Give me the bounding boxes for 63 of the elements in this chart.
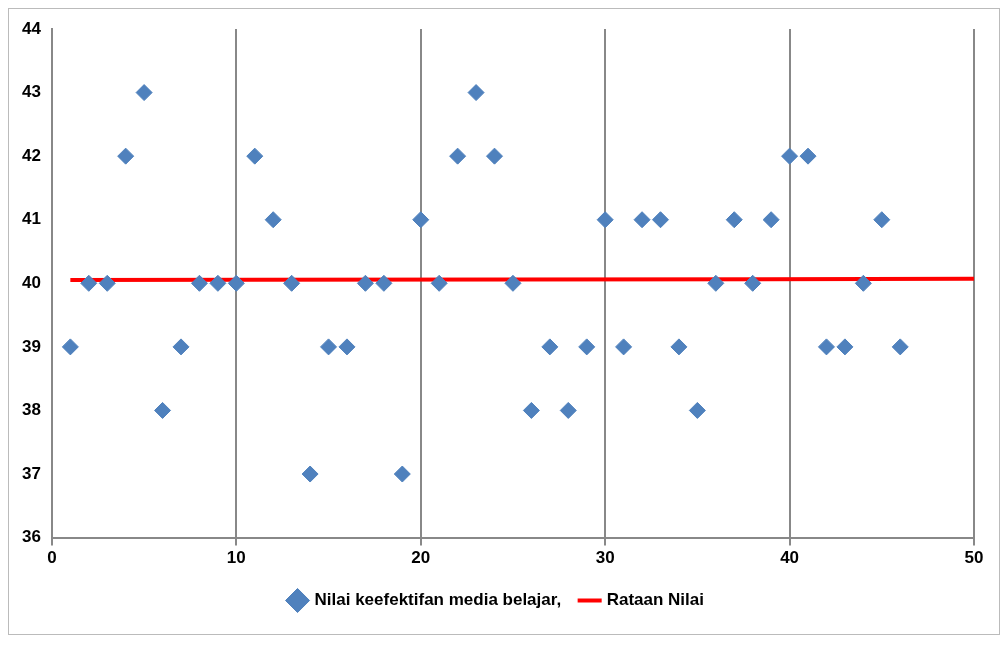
- point: [744, 274, 762, 292]
- point: [393, 465, 411, 483]
- point: [135, 84, 153, 102]
- legend-label: Nilai keefektifan media belajar,: [314, 590, 562, 610]
- y-tick-label: 44: [21, 18, 42, 38]
- point: [486, 147, 504, 165]
- point: [264, 211, 282, 229]
- point: [633, 211, 651, 229]
- point: [356, 274, 374, 292]
- y-tick-label: 43: [21, 82, 41, 102]
- point: [651, 211, 669, 229]
- x-tick-label: 20: [411, 548, 431, 568]
- point: [762, 211, 780, 229]
- point: [615, 338, 633, 356]
- x-tick-label: 50: [964, 548, 984, 568]
- point: [707, 274, 725, 292]
- x-tick-label: 40: [780, 548, 800, 568]
- y-tick-label: 36: [21, 527, 41, 547]
- x-tick-label: 30: [595, 548, 615, 568]
- point: [467, 84, 485, 102]
- point: [449, 147, 467, 165]
- point: [172, 338, 190, 356]
- point: [412, 211, 430, 229]
- x-tick-label: 0: [47, 548, 57, 568]
- point: [80, 274, 98, 292]
- point: [817, 338, 835, 356]
- point: [891, 338, 909, 356]
- y-tick-label: 42: [21, 145, 41, 165]
- point: [559, 401, 577, 419]
- point: [430, 274, 448, 292]
- point: [522, 401, 540, 419]
- point: [854, 274, 872, 292]
- point: [799, 147, 817, 165]
- y-tick-label: 39: [21, 336, 41, 356]
- y-tick-label: 38: [21, 400, 41, 420]
- point: [688, 401, 706, 419]
- point: [375, 274, 393, 292]
- point: [209, 274, 227, 292]
- point: [283, 274, 301, 292]
- point: [873, 211, 891, 229]
- legend-label: Rataan Nilai: [606, 590, 704, 610]
- point: [61, 338, 79, 356]
- point: [154, 401, 172, 419]
- y-tick-label: 41: [21, 209, 41, 229]
- point: [578, 338, 596, 356]
- point: [504, 274, 522, 292]
- point: [301, 465, 319, 483]
- y-tick-label: 37: [21, 463, 41, 483]
- point: [190, 274, 208, 292]
- y-tick-label: 40: [21, 272, 41, 292]
- point: [670, 338, 688, 356]
- point: [227, 274, 245, 292]
- point: [117, 147, 135, 165]
- point: [338, 338, 356, 356]
- point: [320, 338, 338, 356]
- point: [725, 211, 743, 229]
- point: [541, 338, 559, 356]
- point: [246, 147, 264, 165]
- point: [596, 211, 614, 229]
- point: [781, 147, 799, 165]
- point: [836, 338, 854, 356]
- point: [98, 274, 116, 292]
- x-tick-label: 10: [226, 548, 246, 568]
